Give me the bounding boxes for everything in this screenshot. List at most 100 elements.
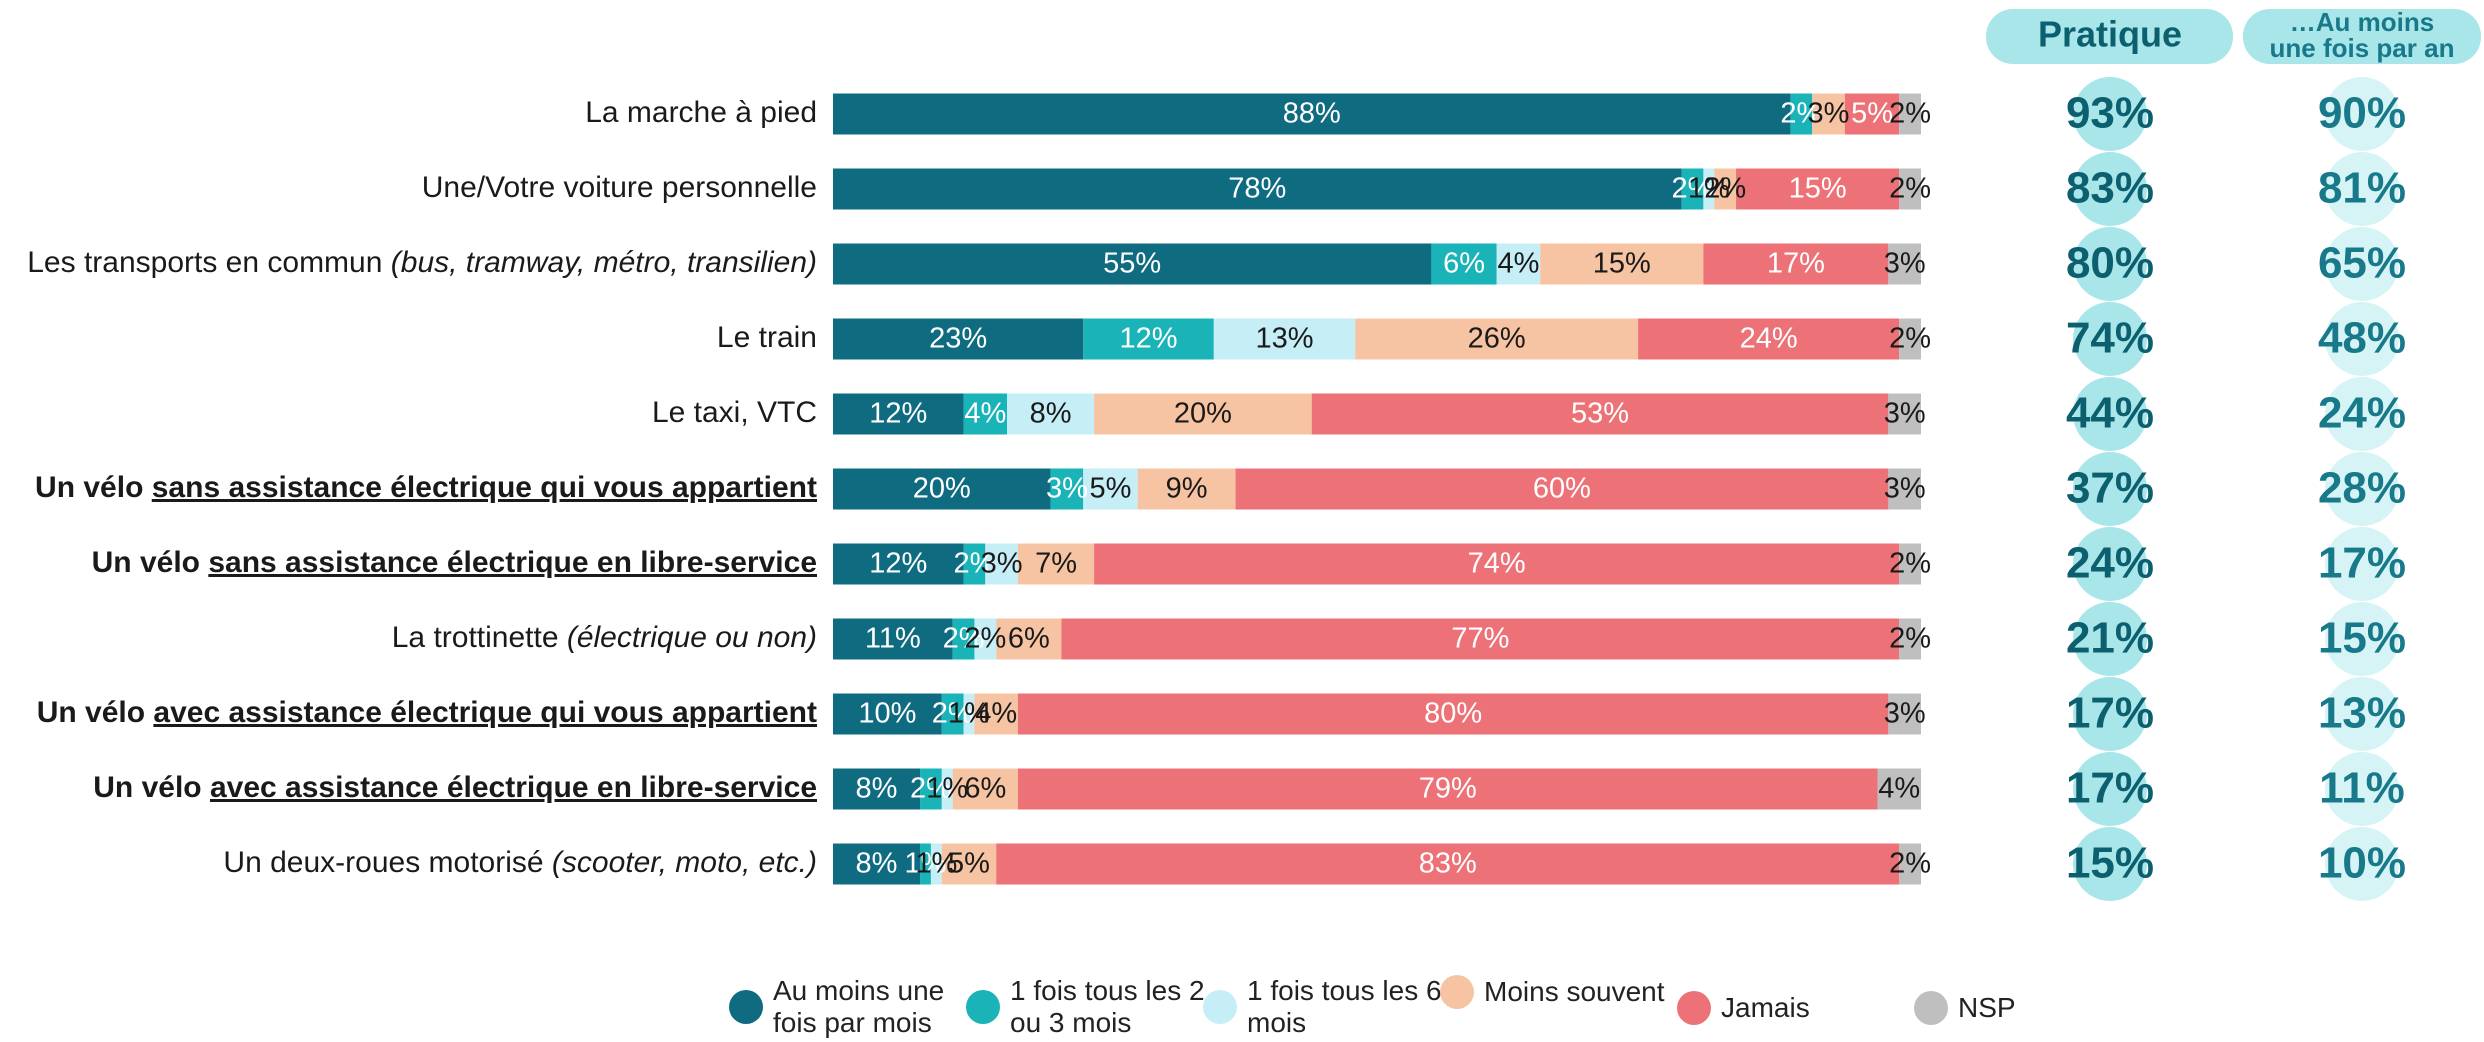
category-label: Un vélo sans assistance électrique en li… — [92, 546, 817, 579]
segment-label: 3% — [1884, 698, 1926, 730]
segment-label: 2% — [1889, 548, 1931, 580]
bar-segment — [833, 693, 942, 735]
column-value: 15% — [2318, 614, 2406, 663]
column-circle — [2073, 602, 2147, 676]
category-label: La marche à pied — [585, 96, 817, 129]
category-label: Un vélo sans assistance électrique qui v… — [35, 471, 817, 504]
legend: Au moins une fois par mois 1 fois tous le… — [0, 975, 2484, 1041]
segment-label: 3% — [1884, 398, 1926, 430]
bar-segment — [930, 843, 942, 885]
segment-label: 83% — [1419, 848, 1477, 880]
bar-segment — [833, 468, 1051, 510]
bar-segment — [1061, 618, 1900, 660]
segment-label: 1% — [915, 848, 957, 880]
column-value: 81% — [2318, 164, 2406, 213]
column-value: 28% — [2318, 464, 2406, 513]
segment-label: 8% — [856, 773, 898, 805]
segment-label: 3% — [981, 548, 1023, 580]
segment-label: 3% — [1808, 98, 1850, 130]
column-circle — [2325, 302, 2399, 376]
column-circle — [2073, 452, 2147, 526]
segment-label: 12% — [1119, 323, 1177, 355]
legend-item: 1 fois tous les 2 ou 3 mois — [966, 975, 1210, 1039]
bar-segment — [1703, 243, 1889, 285]
bar-segment — [1213, 318, 1356, 360]
bar-segment — [996, 843, 1900, 885]
bar-segment — [1736, 168, 1900, 210]
column-circle — [2325, 827, 2399, 901]
bar-segment — [920, 768, 942, 810]
segment-label: 1% — [1688, 173, 1730, 205]
bar-segment — [1094, 543, 1900, 585]
bar-segment — [1083, 468, 1138, 510]
category-label-part: sans assistance électrique en libre-serv… — [208, 546, 817, 579]
column-value: 80% — [2066, 239, 2154, 288]
segment-label: 2% — [1672, 173, 1714, 205]
column-value: 65% — [2318, 239, 2406, 288]
segment-label: 2% — [1780, 98, 1822, 130]
segment-label: 5% — [1089, 473, 1131, 505]
segment-label: 78% — [1228, 173, 1286, 205]
bar-segment — [1235, 468, 1889, 510]
segment-label: 6% — [964, 773, 1006, 805]
bar-segment — [1050, 468, 1084, 510]
column-circle — [2073, 302, 2147, 376]
category-label-part: (électrique ou non) — [567, 621, 817, 654]
column-value: 21% — [2066, 614, 2154, 663]
column-circle — [2325, 152, 2399, 226]
bar-segment — [941, 768, 953, 810]
segment-label: 20% — [913, 473, 971, 505]
column-value: 74% — [2066, 314, 2154, 363]
segment-label: 12% — [869, 548, 927, 580]
segment-label: 2% — [1889, 623, 1931, 655]
bar-segment — [1017, 768, 1878, 810]
column-value: 48% — [2318, 314, 2406, 363]
segment-label: 7% — [1035, 548, 1077, 580]
category-label-part: Le train — [717, 321, 817, 354]
column-header-pill — [2243, 9, 2481, 64]
column-value: 17% — [2066, 689, 2154, 738]
column-circle — [2073, 827, 2147, 901]
legend-item: 1 fois tous les 6 mois — [1203, 975, 1447, 1039]
segment-label: 2% — [1889, 323, 1931, 355]
category-label: Le train — [717, 321, 817, 354]
segment-label: 9% — [1166, 473, 1208, 505]
category-label: Une/Votre voiture personnelle — [422, 171, 817, 204]
segment-label: 8% — [856, 848, 898, 880]
category-label: Les transports en commun (bus, tramway, … — [27, 246, 817, 279]
legend-label: Jamais — [1721, 992, 1810, 1023]
bar-segment — [1311, 393, 1889, 435]
category-label-part: Un deux-roues motorisé — [223, 846, 551, 879]
bar-segment — [952, 618, 975, 660]
column-circle — [2325, 77, 2399, 151]
column-header: Pratique — [2038, 14, 2182, 55]
bar-segment — [1888, 243, 1921, 285]
category-label-part: Un vélo — [37, 696, 154, 729]
column-value: 44% — [2066, 389, 2154, 438]
category-label-part: sans assistance électrique qui vous appa… — [152, 471, 817, 504]
category-label-part: avec assistance électrique en libre-serv… — [210, 771, 817, 804]
segment-label: 5% — [1851, 98, 1893, 130]
column-value: 83% — [2066, 164, 2154, 213]
segment-label: 8% — [1030, 398, 1072, 430]
bar-segment — [985, 543, 1018, 585]
category-label-part: (scooter, moto, etc.) — [552, 846, 817, 879]
segment-label: 4% — [975, 698, 1017, 730]
column-header-pill — [1986, 9, 2233, 64]
column-value: 17% — [2318, 539, 2406, 588]
bar-segment — [1431, 243, 1497, 285]
legend-swatch — [1914, 991, 1948, 1025]
bar-segment — [963, 693, 975, 735]
column-circle — [2325, 227, 2399, 301]
legend-item: Au moins une fois par mois — [729, 975, 973, 1039]
column-value: 90% — [2318, 89, 2406, 138]
bar-segment — [1812, 93, 1845, 135]
column-circle — [2325, 452, 2399, 526]
category-label-part: (bus, tramway, métro, transilien) — [391, 246, 817, 279]
bar-segment — [1888, 468, 1921, 510]
segment-label: 24% — [1740, 323, 1798, 355]
category-label-part: avec assistance électrique qui vous appa… — [153, 696, 817, 729]
bar-segment — [1496, 243, 1541, 285]
segment-label: 10% — [858, 698, 916, 730]
legend-item: NSP — [1914, 991, 2158, 1025]
